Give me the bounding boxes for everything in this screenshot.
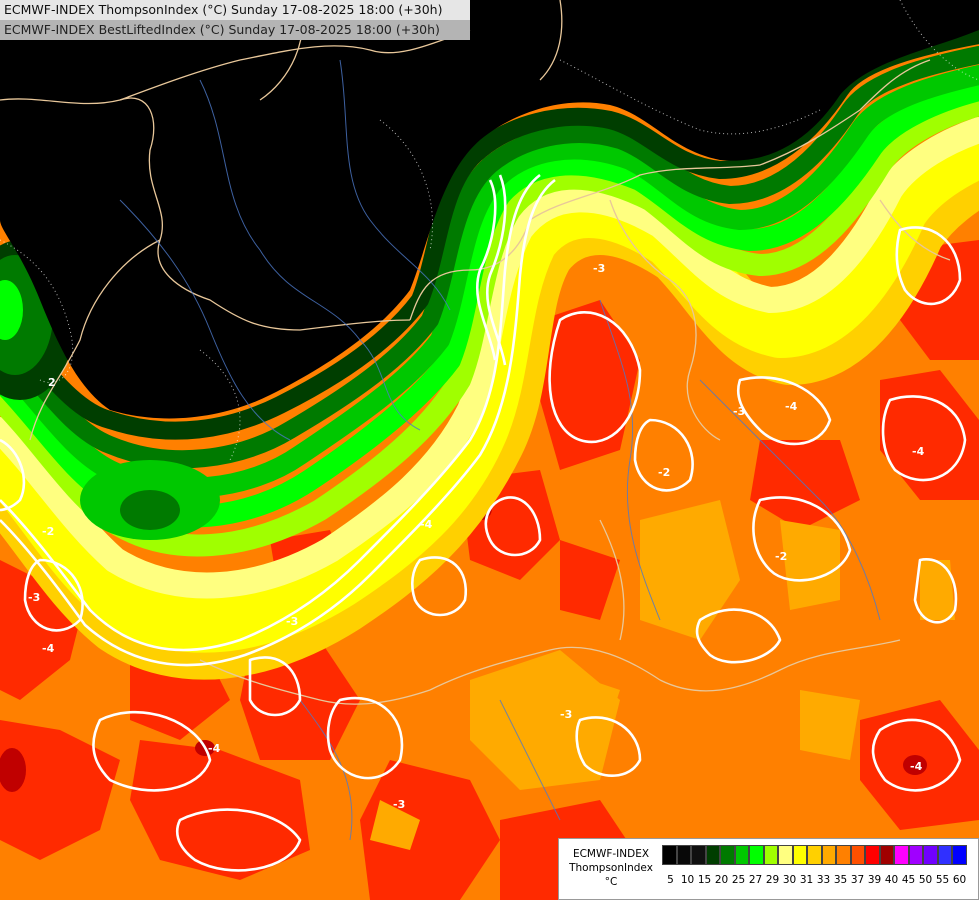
legend-tick-labels: 5 10 15 20 25 27 29 30 31 33 35 37 39 40 45 50 55 60 — [662, 874, 968, 886]
legend-tick-label: 10 — [680, 874, 695, 886]
contour-label: -3 — [286, 615, 298, 628]
color-legend: ECMWF-INDEX ThompsonIndex °C 5 10 15 20 25 27… — [558, 838, 979, 900]
contour-label: -4 — [420, 518, 433, 531]
legend-color-box — [879, 845, 894, 865]
legend-color-boxes — [662, 845, 967, 865]
contour-label: 2 — [48, 376, 56, 389]
legend-color-box — [676, 845, 691, 865]
field-black — [0, 0, 979, 419]
legend-color-box — [850, 845, 865, 865]
legend-tick-label: 15 — [697, 874, 712, 886]
legend-color-box — [908, 845, 923, 865]
legend-color-box — [937, 845, 952, 865]
lifted-contours — [0, 0, 979, 461]
legend-tick-label: 20 — [714, 874, 729, 886]
legend-color-box — [662, 845, 677, 865]
legend-color-box — [836, 845, 851, 865]
white-contours — [0, 173, 967, 872]
contour-label: -4 — [910, 760, 923, 773]
legend-color-box — [778, 845, 793, 865]
legend-tick-label: 33 — [816, 874, 831, 886]
contour-label: -2 — [658, 466, 670, 479]
legend-tick-label: 25 — [731, 874, 746, 886]
legend-tick-label: 31 — [799, 874, 814, 886]
legend-color-box — [691, 845, 706, 865]
legend-color-box — [720, 845, 735, 865]
legend-color-box — [865, 845, 880, 865]
legend-tick-label: 45 — [901, 874, 916, 886]
legend-tick-label: 55 — [935, 874, 950, 886]
legend-color-box — [749, 845, 764, 865]
contour-label: -2 — [775, 550, 787, 563]
legend-color-box — [792, 845, 807, 865]
contour-label: -3 — [593, 262, 605, 275]
contour-label: -4 — [42, 642, 55, 655]
contour-label: -4 — [785, 400, 798, 413]
legend-color-box — [807, 845, 822, 865]
legend-tick-label: 27 — [748, 874, 763, 886]
rivers — [119, 59, 881, 841]
country-borders — [0, 0, 951, 705]
legend-color-box — [763, 845, 778, 865]
contour-label: -4 — [208, 742, 221, 755]
contour-label: -4 — [912, 445, 925, 458]
legend-tick-label: 39 — [867, 874, 882, 886]
legend-tick-label: 5 — [667, 874, 674, 886]
legend-name: ECMWF-INDEX ThompsonIndex °C — [563, 847, 659, 889]
legend-tick-label: 30 — [782, 874, 797, 886]
legend-tick-label: 35 — [833, 874, 848, 886]
legend-variable: ThompsonIndex — [569, 862, 653, 874]
contour-label: -3 — [28, 591, 40, 604]
title-best-lifted-index: ECMWF-INDEX BestLiftedIndex (°C) Sunday … — [0, 20, 470, 40]
contour-label: -3 — [733, 405, 745, 418]
contour-label: -2 — [42, 525, 54, 538]
legend-tick-label: 37 — [850, 874, 865, 886]
legend-source: ECMWF-INDEX — [572, 848, 650, 860]
legend-tick-label: 50 — [918, 874, 933, 886]
legend-tick-label: 60 — [952, 874, 967, 886]
legend-unit: °C — [604, 876, 618, 888]
legend-color-box — [894, 845, 909, 865]
field-lightorange — [370, 500, 955, 850]
legend-color-box — [821, 845, 836, 865]
map-title: ECMWF-INDEX ThompsonIndex (°C) Sunday 17… — [0, 0, 470, 40]
contour-label: -3 — [560, 708, 572, 721]
legend-color-box — [734, 845, 749, 865]
title-thompson-index: ECMWF-INDEX ThompsonIndex (°C) Sunday 17… — [0, 0, 470, 20]
legend-color-box — [952, 845, 967, 865]
boundary-band — [0, 26, 979, 680]
legend-color-box — [923, 845, 938, 865]
contour-labels: -4 -4 -3 -2 -3 -4 -3 -4 -2 -3 -3 -4 -3 -… — [28, 262, 925, 811]
contour-label: -3 — [393, 798, 405, 811]
legend-color-box — [705, 845, 720, 865]
legend-tick-label: 29 — [765, 874, 780, 886]
legend-tick-label: 40 — [884, 874, 899, 886]
